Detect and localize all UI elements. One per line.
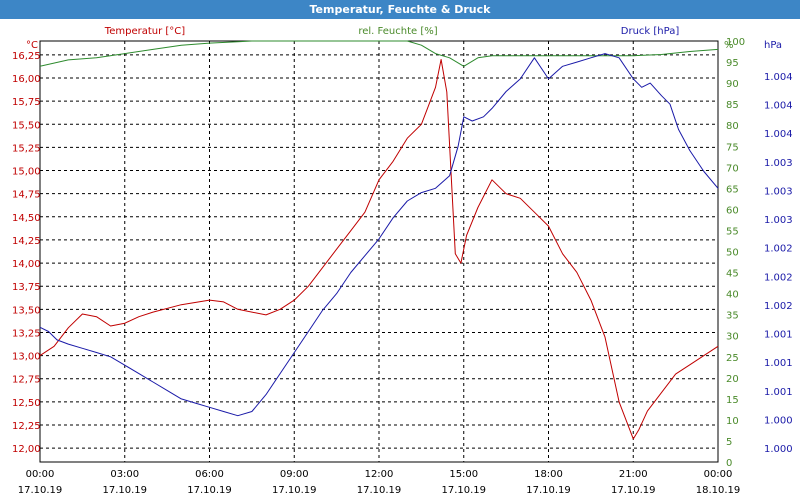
legend-pressure: Druck [hPa] xyxy=(621,26,680,37)
y-tick-temperature: 12,50 xyxy=(12,398,41,409)
x-tick-time-label: 00:00 xyxy=(26,469,55,480)
x-tick-date-label: 17.10.19 xyxy=(526,485,571,496)
y-tick-pressure: 1.002 xyxy=(764,244,793,255)
y-tick-temperature: 12,25 xyxy=(12,421,41,432)
y-tick-temperature: 16,25 xyxy=(12,51,41,62)
x-tick-time-label: 21:00 xyxy=(619,469,648,480)
legend-humidity: rel. Feuchte [%] xyxy=(358,26,437,37)
legend-temperature: Temperatur [°C] xyxy=(104,26,185,37)
x-tick-time-label: 12:00 xyxy=(365,469,394,480)
x-tick-date-label: 17.10.19 xyxy=(187,485,232,496)
y-tick-temperature: 14,25 xyxy=(12,236,41,247)
x-tick-date-label: 18.10.19 xyxy=(696,485,741,496)
x-tick-time-label: 18:00 xyxy=(534,469,563,480)
x-tick-date-label: 17.10.19 xyxy=(611,485,656,496)
x-tick-date-label: 17.10.19 xyxy=(102,485,147,496)
y-tick-humidity: 35 xyxy=(726,311,739,322)
y-tick-humidity: 75 xyxy=(726,142,739,153)
y-tick-temperature: 13,25 xyxy=(12,328,41,339)
y-tick-pressure: 1.003 xyxy=(764,186,793,197)
y-tick-temperature: 14,00 xyxy=(12,259,41,270)
series-line-humidity xyxy=(39,40,719,67)
y-tick-humidity: 20 xyxy=(726,374,739,385)
y-tick-temperature: 13,00 xyxy=(12,352,41,363)
chart-canvas: Temperatur [°C] rel. Feuchte [%] Druck [… xyxy=(12,26,793,496)
y-tick-humidity: 60 xyxy=(726,205,739,216)
y-tick-humidity: 55 xyxy=(726,226,739,237)
y-tick-pressure: 1.003 xyxy=(764,158,793,169)
x-tick-time-label: 06:00 xyxy=(195,469,224,480)
left-axis-unit: °C xyxy=(26,40,38,51)
y-tick-humidity: 10 xyxy=(726,416,739,427)
y-tick-pressure: 1.002 xyxy=(764,301,793,312)
y-tick-temperature: 14,75 xyxy=(12,190,41,201)
y-tick-pressure: 1.004 xyxy=(764,72,793,83)
y-tick-humidity: 80 xyxy=(726,121,739,132)
x-tick-date-label: 17.10.19 xyxy=(441,485,486,496)
y-tick-humidity: 50 xyxy=(726,248,739,259)
y-tick-humidity: 90 xyxy=(726,79,739,90)
y-tick-humidity: 100 xyxy=(726,37,745,48)
x-tick-time-label: 03:00 xyxy=(110,469,139,480)
y-tick-pressure: 1.003 xyxy=(764,215,793,226)
y-tick-humidity: 70 xyxy=(726,163,739,174)
x-tick-time-label: 09:00 xyxy=(280,469,309,480)
y-tick-temperature: 15,00 xyxy=(12,167,41,178)
y-tick-temperature: 12,75 xyxy=(12,375,41,386)
y-tick-temperature: 12,00 xyxy=(12,444,41,455)
series-line-pressure xyxy=(39,53,719,417)
x-tick-time-label: 15:00 xyxy=(449,469,478,480)
y-tick-pressure: 1.001 xyxy=(764,330,793,341)
x-tick-time-label: 00:00 xyxy=(704,469,733,480)
y-tick-humidity: 65 xyxy=(726,184,739,195)
y-tick-humidity: 95 xyxy=(726,58,739,69)
x-tick-date-label: 17.10.19 xyxy=(18,485,63,496)
y-tick-humidity: 85 xyxy=(726,100,739,111)
y-tick-pressure: 1.004 xyxy=(764,101,793,112)
y-tick-temperature: 14,50 xyxy=(12,213,41,224)
x-tick-date-label: 17.10.19 xyxy=(272,485,317,496)
y-tick-temperature: 16,00 xyxy=(12,74,41,85)
y-tick-temperature: 15,50 xyxy=(12,120,41,131)
y-tick-humidity: 15 xyxy=(726,395,739,406)
y-tick-pressure: 1.001 xyxy=(764,387,793,398)
y-tick-humidity: 25 xyxy=(726,353,739,364)
pressure-axis-unit: hPa xyxy=(764,40,782,51)
y-tick-pressure: 1.001 xyxy=(764,358,793,369)
y-tick-humidity: 5 xyxy=(726,437,732,448)
x-tick-date-label: 17.10.19 xyxy=(357,485,402,496)
y-tick-humidity: 40 xyxy=(726,290,739,301)
y-tick-humidity: 30 xyxy=(726,332,739,343)
y-tick-temperature: 13,75 xyxy=(12,282,41,293)
series-line-temperature xyxy=(39,59,719,440)
chart-title: Temperatur, Feuchte & Druck xyxy=(0,0,800,19)
y-tick-temperature: 15,25 xyxy=(12,143,41,154)
y-tick-pressure: 1.002 xyxy=(764,272,793,283)
y-tick-pressure: 1.000 xyxy=(764,444,793,455)
y-tick-pressure: 1.000 xyxy=(764,415,793,426)
y-tick-humidity: 0 xyxy=(726,458,732,469)
y-tick-temperature: 13,50 xyxy=(12,305,41,316)
humidity-axis-unit: % xyxy=(724,40,734,51)
y-tick-pressure: 1.004 xyxy=(764,129,793,140)
y-tick-humidity: 45 xyxy=(726,269,739,280)
y-tick-temperature: 15,75 xyxy=(12,97,41,108)
